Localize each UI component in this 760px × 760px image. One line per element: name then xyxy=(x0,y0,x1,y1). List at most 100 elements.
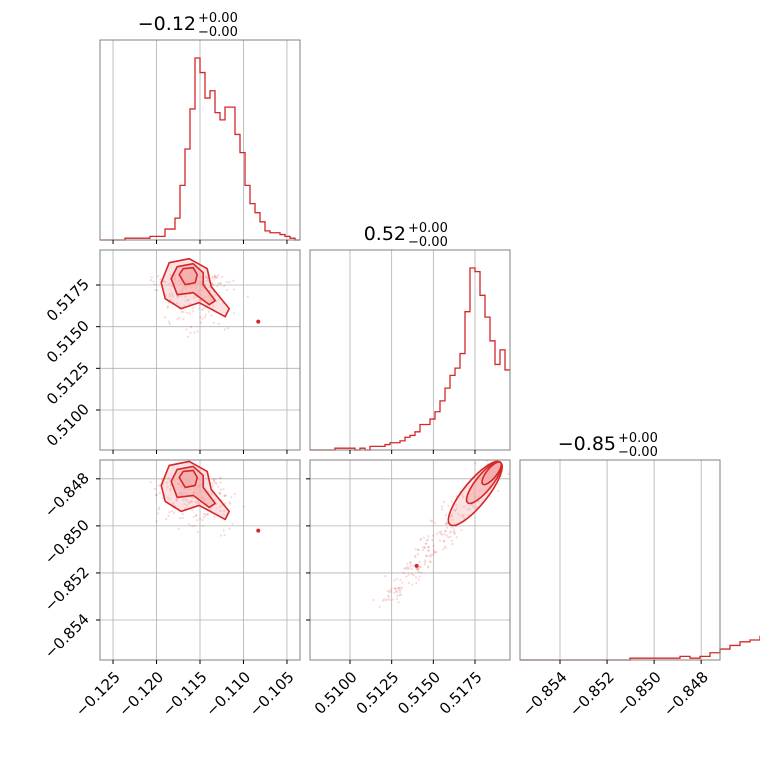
sample-point xyxy=(191,509,194,512)
sample-point xyxy=(224,494,228,497)
correlation-panel-2-0: −0.125−0.120−0.115−0.110−0.105−0.854−0.8… xyxy=(41,459,301,720)
sample-point xyxy=(187,298,190,301)
sample-point xyxy=(198,517,202,520)
sample-point xyxy=(450,500,453,503)
sample-point xyxy=(442,539,446,543)
panel-title-lower-error: −0.00 xyxy=(408,235,448,250)
sample-point xyxy=(211,281,214,285)
sample-point xyxy=(453,509,456,512)
sample-point xyxy=(429,561,432,564)
sample-point xyxy=(417,568,420,571)
sample-point xyxy=(199,321,203,324)
sample-point xyxy=(163,316,167,319)
sample-point xyxy=(185,328,188,331)
sample-point xyxy=(455,507,458,510)
sample-point xyxy=(217,282,220,285)
sample-point xyxy=(430,553,433,556)
sample-point xyxy=(168,511,171,514)
sample-point xyxy=(219,493,222,496)
sample-point xyxy=(185,311,189,314)
sample-point xyxy=(190,500,194,503)
sample-point xyxy=(225,280,228,284)
sample-point xyxy=(225,288,229,291)
sample-point xyxy=(150,276,153,279)
sample-point xyxy=(191,496,194,499)
sample-point xyxy=(191,525,194,528)
x-tick-label: −0.850 xyxy=(613,668,665,720)
sample-point xyxy=(216,276,219,279)
outlier-point xyxy=(414,563,419,568)
sample-point xyxy=(196,530,199,534)
sample-point xyxy=(423,561,426,564)
sample-point xyxy=(428,554,431,558)
sample-point xyxy=(388,598,392,602)
sample-point xyxy=(399,586,402,589)
sample-point xyxy=(203,516,206,519)
sample-point xyxy=(213,478,216,482)
sample-point xyxy=(455,503,458,506)
y-tick-label: −0.848 xyxy=(41,469,93,521)
sample-point xyxy=(470,503,473,506)
sample-point xyxy=(463,505,466,509)
sample-point xyxy=(441,533,444,536)
axes-frame xyxy=(519,459,721,661)
sample-point xyxy=(433,551,436,554)
sample-point xyxy=(435,550,438,554)
sample-point xyxy=(397,601,400,604)
sample-point xyxy=(461,493,464,496)
sample-point xyxy=(197,501,200,504)
sample-point xyxy=(444,514,448,517)
sample-point xyxy=(427,535,430,538)
sample-point xyxy=(396,597,399,601)
sample-point xyxy=(214,481,217,484)
x-tick-label: −0.120 xyxy=(115,668,167,720)
sample-point xyxy=(217,322,220,325)
sample-point xyxy=(203,512,206,516)
sample-point xyxy=(417,578,420,581)
panel-title-upper-error: +0.00 xyxy=(198,11,238,26)
sample-point xyxy=(222,488,225,491)
sample-point xyxy=(399,593,403,596)
sample-point xyxy=(447,536,450,539)
x-tick-label: 0.5125 xyxy=(353,668,403,718)
sample-point xyxy=(177,527,180,531)
sample-point xyxy=(398,591,402,594)
sample-point xyxy=(189,325,193,329)
y-tick-label: 0.5125 xyxy=(43,358,93,408)
sample-point xyxy=(157,275,160,278)
sample-point xyxy=(169,298,172,301)
sample-point xyxy=(421,546,425,549)
sample-point xyxy=(182,310,185,314)
sample-point xyxy=(223,285,226,288)
sample-point xyxy=(496,489,500,492)
sample-point xyxy=(438,531,441,534)
sample-point xyxy=(395,578,398,581)
sample-point xyxy=(180,310,183,313)
sample-point xyxy=(410,573,413,576)
sample-point xyxy=(204,283,207,286)
sample-point xyxy=(449,535,452,538)
sample-point xyxy=(451,543,454,546)
sample-point xyxy=(212,283,215,287)
x-tick-label: −0.115 xyxy=(159,668,211,720)
sample-point xyxy=(228,280,231,284)
sample-point xyxy=(416,568,419,571)
sample-point xyxy=(149,480,152,484)
sample-point xyxy=(196,519,199,522)
sample-point xyxy=(212,321,215,324)
sample-point xyxy=(232,279,235,282)
y-tick-label: −0.850 xyxy=(41,516,93,568)
sample-point xyxy=(167,514,170,518)
sample-point xyxy=(187,299,190,302)
sample-point xyxy=(422,536,426,539)
sample-point xyxy=(415,567,418,570)
sample-point xyxy=(417,552,420,556)
sample-point xyxy=(394,587,397,590)
sample-point xyxy=(166,486,169,489)
sample-point xyxy=(435,532,439,535)
sample-point xyxy=(440,530,443,533)
sample-point xyxy=(406,566,409,569)
sample-point xyxy=(372,598,375,602)
sample-point xyxy=(423,547,426,550)
